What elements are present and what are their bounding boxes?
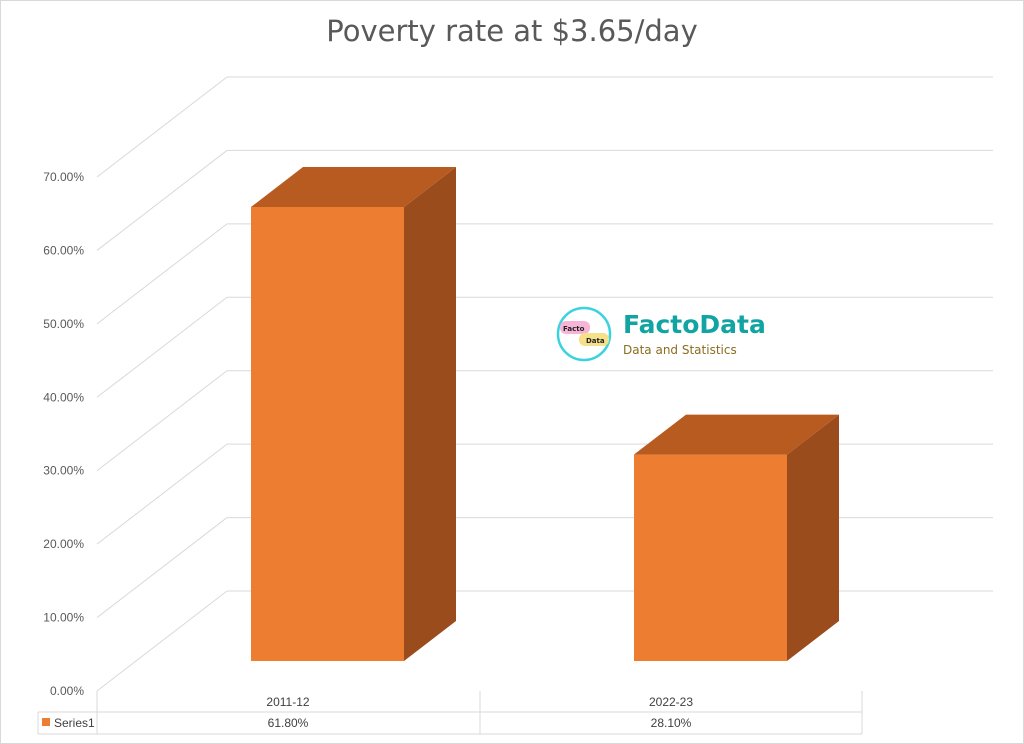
bar-2011-12: [251, 167, 456, 661]
y-tick-label: 30.00%: [43, 464, 84, 478]
logo-pill-pink: [560, 321, 590, 334]
logo-pill-yellow: [579, 333, 609, 346]
bar-side: [787, 414, 839, 661]
bar-front: [251, 207, 404, 661]
y-tick-label: 70.00%: [43, 170, 84, 184]
table-series-name: Series1: [54, 716, 95, 730]
bar-2022-23: [634, 414, 839, 661]
logo-badge-top: Facto: [563, 325, 585, 333]
y-tick-label: 10.00%: [43, 611, 84, 625]
table-category-2011-12: 2011-12: [266, 695, 309, 709]
y-tick-label: 40.00%: [43, 390, 84, 404]
y-tick-label: 0.00%: [50, 684, 84, 698]
bar-top: [634, 414, 839, 455]
gridline-diagonal: [96, 370, 228, 472]
bar-top: [251, 167, 456, 207]
y-axis-tick-labels: 0.00% 10.00% 20.00% 30.00% 40.00% 50.00% 60.00…: [43, 170, 84, 698]
logo-brand: FactoData: [623, 310, 766, 339]
gridline-diagonal: [96, 296, 228, 398]
gridline-diagonal: [96, 443, 228, 545]
factodata-watermark: Facto Data FactoData Data and Statistics: [556, 306, 766, 362]
logo-badge-bottom: Data: [586, 337, 605, 345]
bar-side: [404, 167, 456, 661]
gridline-diagonal: [96, 517, 228, 618]
bar-front: [634, 454, 787, 661]
chart-title: Poverty rate at $3.65/day: [326, 14, 698, 48]
table-value-2011-12: 61.80%: [268, 716, 309, 730]
bars: [251, 167, 839, 661]
y-tick-label: 20.00%: [43, 537, 84, 551]
gridline-diagonal: [96, 150, 228, 251]
y-tick-label: 60.00%: [43, 243, 84, 257]
legend-key-icon: [42, 718, 50, 726]
table-category-2022-23: 2022-23: [649, 695, 693, 709]
gridlines: [96, 76, 993, 692]
gridline-diagonal: [96, 223, 228, 325]
logo-tagline: Data and Statistics: [623, 343, 737, 357]
gridline-diagonal: [96, 76, 228, 178]
data-table: 2011-12 61.80% 2022-23 28.10% Series1: [37, 691, 863, 735]
y-tick-label: 50.00%: [43, 317, 84, 331]
gridline-diagonal: [96, 590, 228, 692]
table-value-2022-23: 28.10%: [651, 716, 692, 730]
